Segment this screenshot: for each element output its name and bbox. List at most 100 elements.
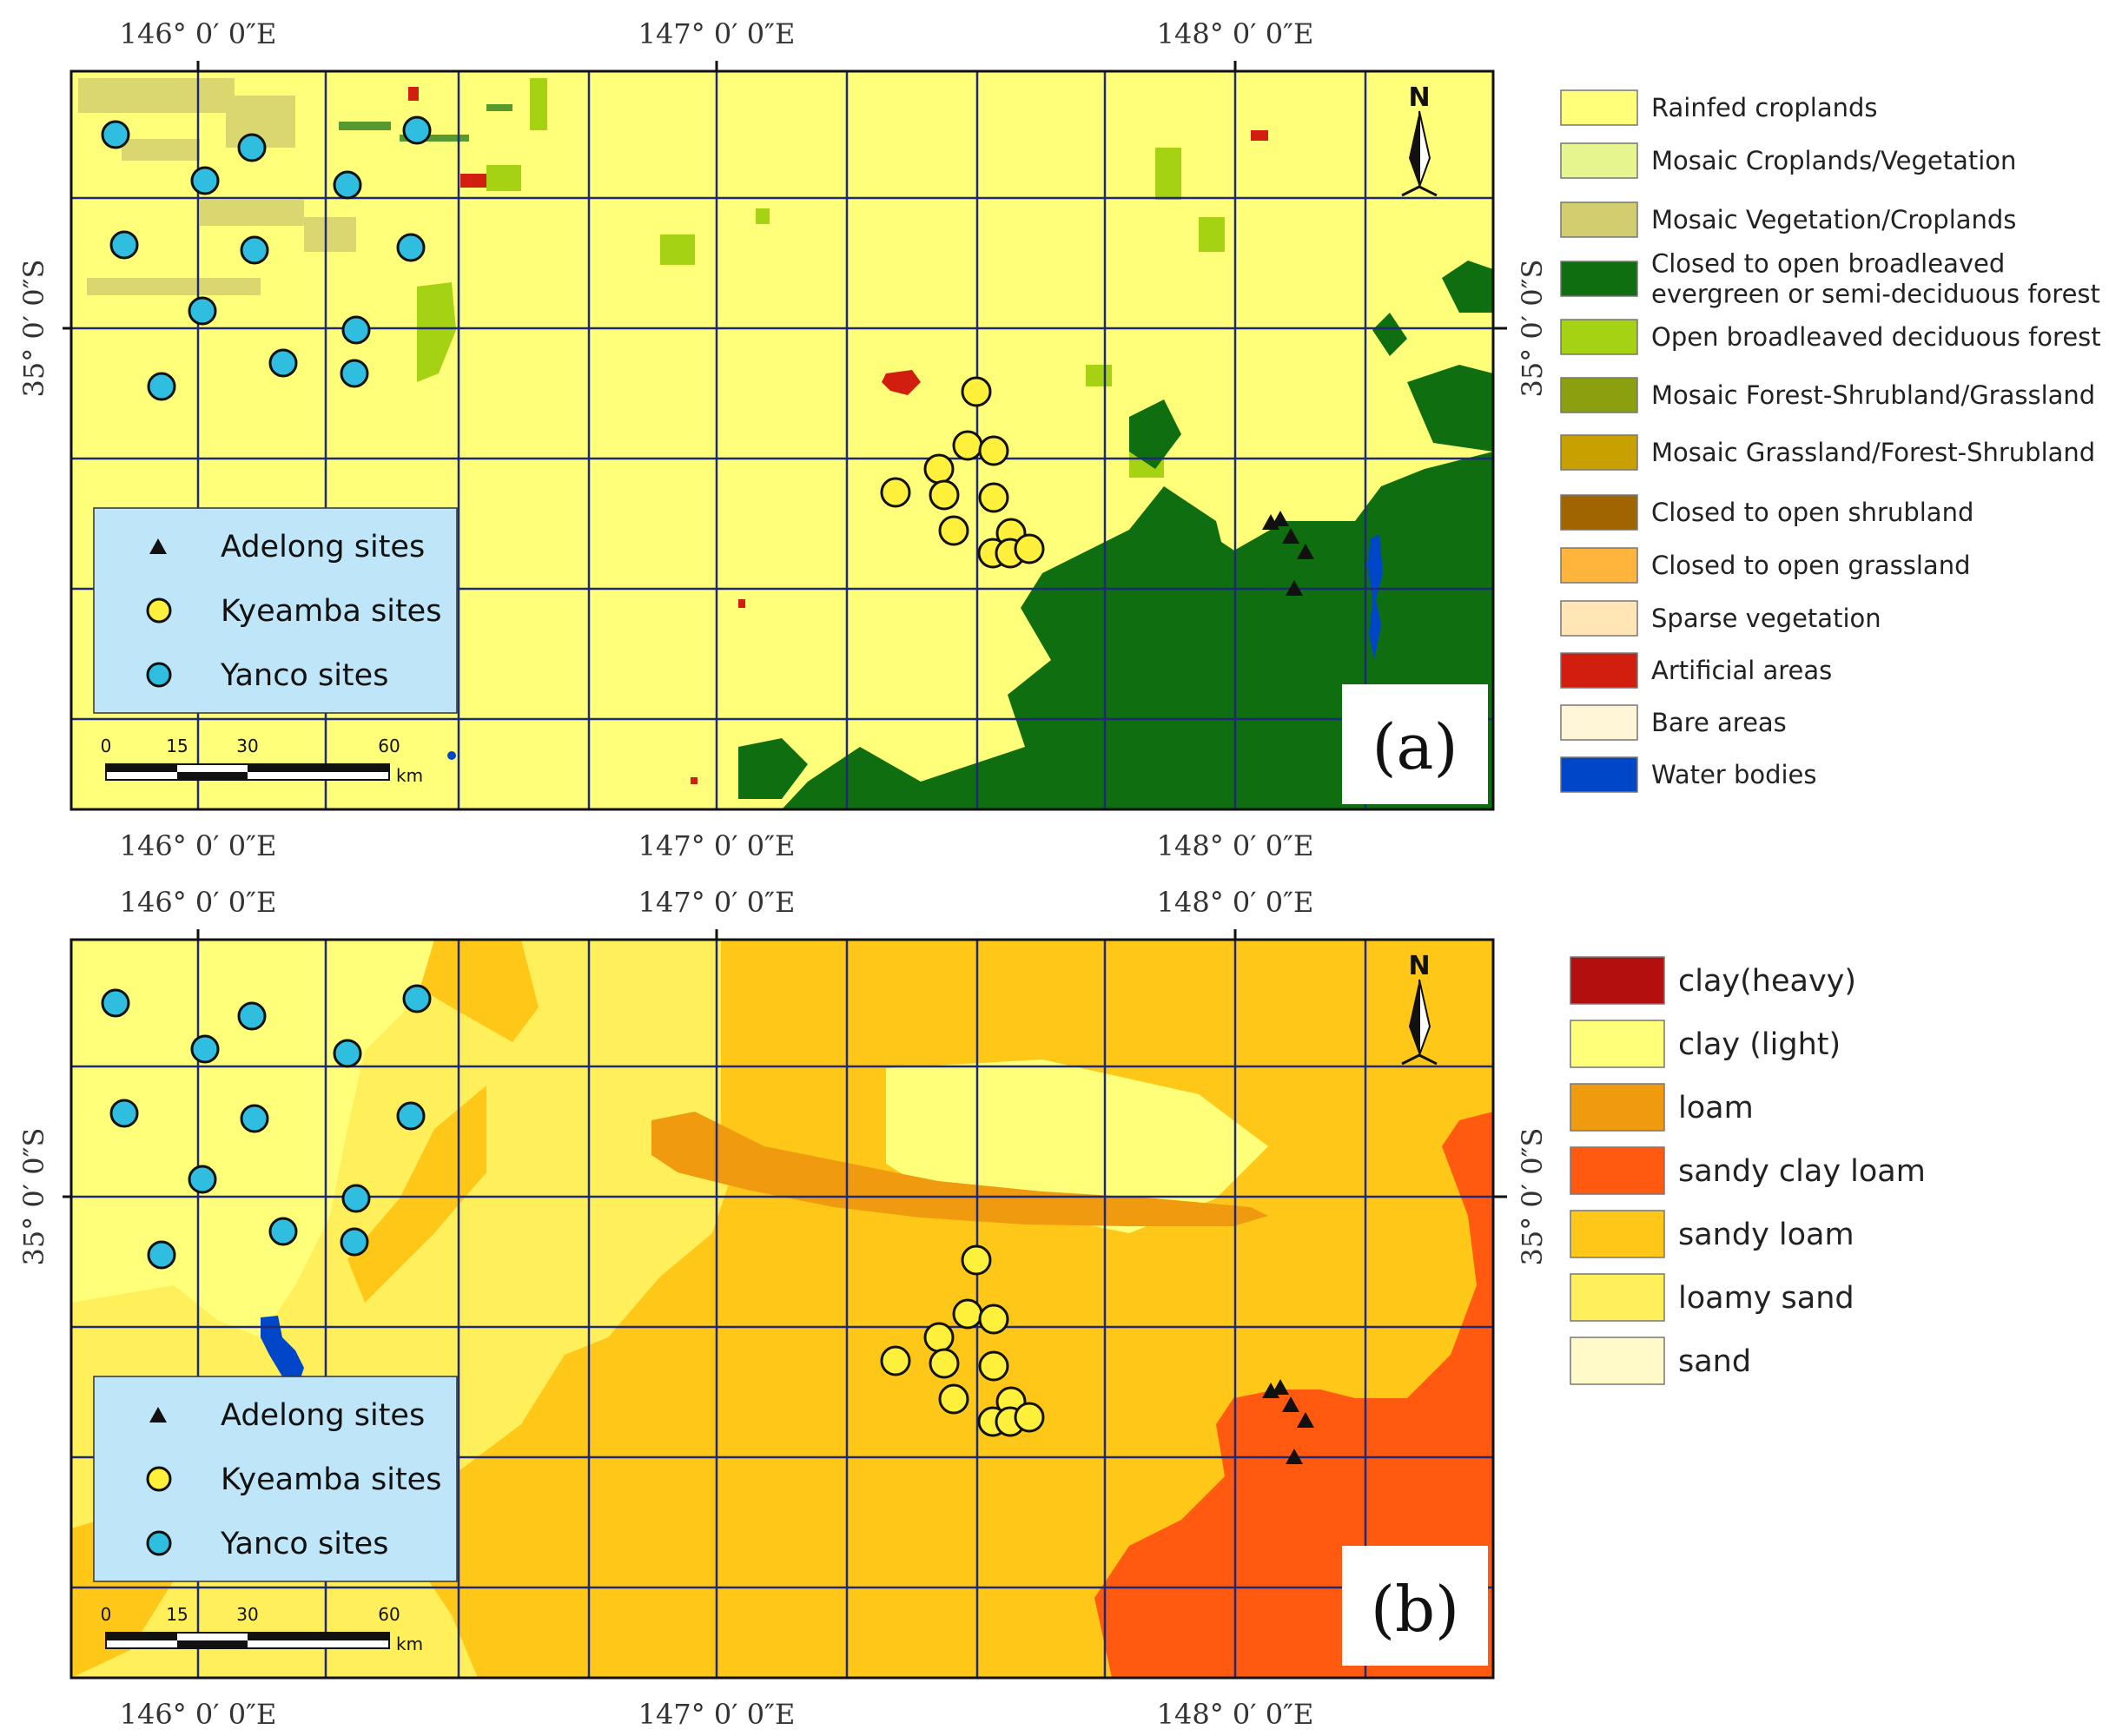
legend-label: Sparse vegetation	[1651, 604, 1881, 633]
scale-unit: km	[396, 1634, 423, 1654]
kyeamba-site	[929, 479, 960, 511]
yanco-site	[268, 348, 298, 378]
legend-swatch	[1560, 494, 1638, 531]
legend-swatch	[1570, 1083, 1665, 1132]
yanco-legend-icon	[146, 1530, 172, 1556]
top-tick-148: 148° 0′ 0″E	[1157, 17, 1314, 50]
sandy-clay-loam-area	[1094, 1112, 1493, 1678]
landcover-legend: Rainfed croplands Mosaic Croplands/Vegeta…	[1560, 89, 2101, 793]
adelong-sites-b	[1262, 1379, 1314, 1464]
legend-swatch	[1560, 261, 1638, 297]
yanco-site	[240, 1104, 269, 1133]
map-b	[71, 940, 1493, 1678]
panel-label-box-a	[1342, 684, 1488, 804]
yanco-site	[101, 120, 130, 149]
legend-label: Rainfed croplands	[1651, 93, 1878, 122]
yanco-site	[109, 1099, 139, 1128]
kyeamba-site	[961, 1244, 992, 1276]
top-tick-147: 147° 0′ 0″E	[638, 886, 796, 919]
north-arrow-a: N	[1401, 83, 1438, 197]
mosaic-vegetation-patches	[78, 78, 356, 295]
legend-swatch	[1560, 89, 1638, 126]
legend-swatch	[1560, 201, 1638, 238]
yanco-site	[402, 984, 432, 1013]
yanco-legend-icon	[146, 662, 172, 688]
graticule-b	[71, 940, 1493, 1678]
yanco-site	[147, 372, 176, 401]
kyeamba-site	[961, 376, 992, 407]
scale-tick-60: 60	[378, 1604, 400, 1625]
bottom-tick-146: 146° 0′ 0″E	[120, 1698, 277, 1731]
panel-label-b: (b)	[1371, 1573, 1459, 1646]
kyeamba-site	[952, 430, 983, 461]
panel-label-a: (a)	[1372, 710, 1458, 783]
map-frame-a	[69, 69, 1495, 811]
kyeamba-site	[978, 1350, 1009, 1382]
riverine-green	[339, 104, 512, 142]
adelong-site	[1286, 580, 1303, 596]
scale-bar-a: 0 15 30 60 km	[101, 736, 423, 786]
kyeamba-site	[938, 515, 969, 546]
legend-label: Bare areas	[1651, 708, 1787, 737]
kyeamba-sites-a	[880, 376, 1045, 569]
left-tick-35s: 35° 0′ 0″S	[17, 260, 50, 398]
north-arrow-b: N	[1401, 951, 1438, 1066]
top-tick-146: 146° 0′ 0″E	[120, 886, 277, 919]
right-tick-35s: 35° 0′ 0″S	[1516, 1128, 1549, 1266]
yanco-site	[237, 133, 267, 162]
legend-label: Open broadleaved deciduous forest	[1651, 322, 2101, 352]
yanco-site	[240, 235, 269, 265]
water-b	[261, 1316, 304, 1381]
right-tick-35s: 35° 0′ 0″S	[1516, 260, 1549, 398]
adelong-site	[1282, 528, 1299, 544]
yanco-site	[333, 1039, 362, 1068]
legend-swatch	[1560, 434, 1638, 471]
water-a	[447, 534, 1383, 760]
kyeamba-site	[1014, 533, 1045, 564]
kyeamba-site	[923, 453, 955, 485]
legend-swatch	[1570, 956, 1665, 1005]
kyeamba-legend-label: Kyeamba sites	[221, 1462, 441, 1497]
legend-label: sandy loam	[1678, 1218, 1854, 1252]
legend-label: loam	[1678, 1091, 1754, 1125]
adelong-legend-icon	[149, 1407, 167, 1422]
yanco-site	[396, 233, 426, 262]
yanco-site	[188, 296, 217, 326]
adelong-legend-icon	[149, 538, 167, 554]
legend-swatch	[1560, 704, 1638, 741]
kyeamba-legend-label: Kyeamba sites	[221, 594, 441, 629]
site-legend-a: Adelong sites Kyeamba sites Yanco sites	[93, 507, 458, 714]
yanco-site	[396, 1101, 426, 1131]
bottom-tick-148: 148° 0′ 0″E	[1157, 829, 1314, 862]
kyeamba-site	[923, 1322, 955, 1353]
kyeamba-legend-icon	[146, 1466, 172, 1492]
legend-label: clay(heavy)	[1678, 964, 1856, 999]
legend-swatch	[1560, 652, 1638, 689]
yanco-site	[190, 166, 220, 195]
legend-label: Closed to open shrubland	[1651, 498, 1973, 527]
yanco-site	[340, 359, 369, 388]
kyeamba-site	[978, 435, 1009, 466]
scale-tick-0: 0	[101, 736, 112, 756]
yanco-site	[188, 1165, 217, 1194]
legend-swatch	[1560, 377, 1638, 413]
adelong-site	[1282, 1396, 1299, 1412]
legend-swatch	[1560, 756, 1638, 793]
legend-label: Mosaic Grassland/Forest-Shrubland	[1651, 438, 2095, 467]
bottom-tick-147: 147° 0′ 0″E	[638, 1698, 796, 1731]
adelong-legend-label: Adelong sites	[221, 1398, 425, 1433]
legend-label: loamy sand	[1678, 1281, 1854, 1316]
scale-tick-60: 60	[378, 736, 400, 756]
bottom-tick-146: 146° 0′ 0″E	[120, 829, 277, 862]
kyeamba-legend-icon	[146, 597, 172, 624]
yanco-legend-label: Yanco sites	[220, 658, 388, 693]
yanco-site	[190, 1034, 220, 1064]
legend-label: clay (light)	[1678, 1027, 1841, 1062]
scale-unit: km	[396, 765, 423, 786]
adelong-site	[1297, 544, 1314, 559]
scale-tick-30: 30	[236, 736, 258, 756]
yanco-sites-b	[101, 984, 432, 1270]
yanco-site	[341, 1184, 371, 1213]
top-tick-146: 146° 0′ 0″E	[120, 17, 277, 50]
kyeamba-site	[938, 1383, 969, 1415]
